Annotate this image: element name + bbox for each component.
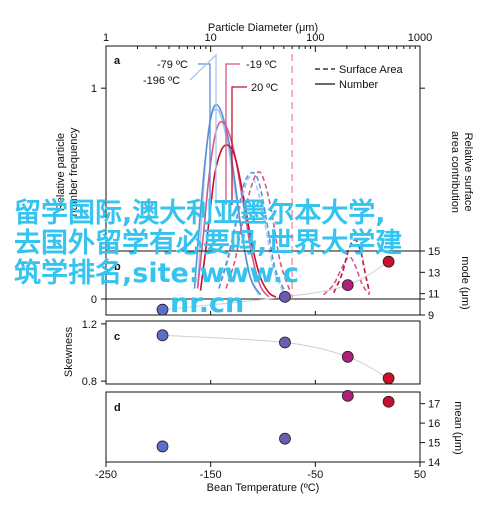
series-label-19: -19 ºC <box>246 59 277 71</box>
series-curve-5 <box>218 171 287 294</box>
data-point-0 <box>156 440 169 453</box>
panel-d-frame <box>105 391 421 463</box>
series-leader-0 <box>198 63 211 205</box>
bottom-axis-title: Bean Temperature (ºC) <box>207 482 320 494</box>
panel-c-frame <box>105 320 421 385</box>
panel-d-right-tick-label: 16 <box>428 418 440 430</box>
data-point-2 <box>341 350 354 363</box>
bottom-tick-label: -250 <box>95 469 117 481</box>
series-label-196: -196 ºC <box>143 75 180 87</box>
panel-d-ylabel-right: mean (μm) <box>452 401 464 454</box>
panel-a-left-ticks: 01 <box>91 83 106 306</box>
watermark-line-1: 留学国际,澳大利亚墨尔本大学, <box>14 197 386 229</box>
panel-d-label: d <box>114 402 121 414</box>
data-point-3 <box>382 395 395 408</box>
data-point-1 <box>279 290 291 303</box>
panel-d-points <box>156 389 395 453</box>
watermark: 留学国际,澳大利亚墨尔本大学, 去国外留学有必要吗,世界大学建 筑学排名,sit… <box>14 197 402 319</box>
panel-c-left-ticks: 0.8 1.2 <box>82 319 106 388</box>
panel-c-left-tick-label: 1.2 <box>82 319 97 331</box>
top-tick-label: 10 <box>205 32 217 44</box>
panel-a-right-ticks <box>420 87 425 300</box>
panel-a-left-tick-label: 0 <box>91 294 97 306</box>
top-axis-title: Particle Diameter (μm) <box>208 22 318 34</box>
data-point-2 <box>341 389 354 402</box>
panel-b-right-tick-label: 9 <box>428 310 434 322</box>
series-label-markers <box>189 53 247 205</box>
series-leader-1 <box>189 53 217 205</box>
panel-b-points <box>156 255 395 316</box>
series-curve-1 <box>193 103 262 296</box>
panel-d-right-ticks: 14 15 16 17 <box>420 399 440 469</box>
panel-d-bottom-ticks: -250 -150 -50 50 <box>95 311 426 481</box>
panel-c-label: c <box>114 331 120 343</box>
data-point-0 <box>156 329 169 342</box>
panel-b: b 9 11 13 15 mode (μm) <box>105 246 471 322</box>
panel-b-right-tick-label: 11 <box>428 289 439 301</box>
watermark-line-4: nr.cn <box>170 288 244 319</box>
panel-b-label: b <box>114 261 121 273</box>
series-label-79: -79 ºC <box>157 59 188 71</box>
series-leader-3 <box>231 86 247 205</box>
panel-c-ylabel-left: Skewness <box>63 326 75 377</box>
bottom-tick-label: -150 <box>200 469 222 481</box>
series-curve-6 <box>225 171 292 293</box>
watermark-line-3: 筑学排名,site:www.c <box>14 257 299 289</box>
panel-d-right-tick-label: 17 <box>428 399 440 411</box>
panel-c-left-tick-label: 0.8 <box>82 376 97 388</box>
panel-b-frame <box>105 250 421 316</box>
panel-a-label: a <box>114 55 121 67</box>
series-curve-8 <box>333 239 371 294</box>
panel-a-left-tick-label: 1 <box>91 83 97 95</box>
top-tick-label: 1000 <box>408 32 432 44</box>
top-tick-label: 1 <box>103 32 109 44</box>
data-point-0 <box>156 303 169 316</box>
panel-b-ylabel-right: mode (μm) <box>459 256 471 309</box>
panel-c: c 0.8 1.2 Skewness <box>63 319 421 388</box>
panel-c-points <box>156 329 395 385</box>
data-point-2 <box>341 279 354 292</box>
bottom-tick-label: 50 <box>414 469 426 481</box>
panel-b-right-tick-label: 13 <box>428 267 440 279</box>
trend-line <box>162 261 389 311</box>
series-label-20: 20 ºC <box>251 82 278 94</box>
panel-a: a Particle Diameter (μm) 1 10 100 1000 01 -… <box>55 22 474 306</box>
top-tick-label: 100 <box>306 32 324 44</box>
bottom-tick-label: -50 <box>307 469 323 481</box>
data-point-3 <box>382 255 395 268</box>
panel-d-ylabel-right-top: mean (μm) <box>452 401 464 454</box>
data-point-1 <box>279 336 291 349</box>
panel-a-ylabel-left: Relative particlenumber frequency <box>55 127 80 216</box>
legend-surface-area: Surface Area <box>339 64 403 76</box>
panel-d: d 14 15 16 17 -250 -150 -50 50 mean (μm) Bean … <box>95 311 464 494</box>
panel-b-right-tick-label: 15 <box>428 246 440 258</box>
panel-b-right-ticks: 9 11 13 15 <box>420 246 440 322</box>
series-curve-4 <box>218 175 285 294</box>
legend-number: Number <box>339 79 378 91</box>
watermark-line-2: 去国外留学有必要吗,世界大学建 <box>14 227 402 259</box>
panel-d-right-tick-label: 15 <box>428 438 440 450</box>
trend-line <box>162 334 389 379</box>
panel-a-ylabel-right: Relative surfacearea contribution <box>449 131 474 213</box>
top-axis-ticks: 1 10 100 1000 <box>103 32 432 52</box>
panel-d-right-tick-label: 14 <box>428 457 440 469</box>
data-point-1 <box>279 432 291 445</box>
data-point-3 <box>382 372 395 385</box>
series-leader-2 <box>225 63 240 205</box>
